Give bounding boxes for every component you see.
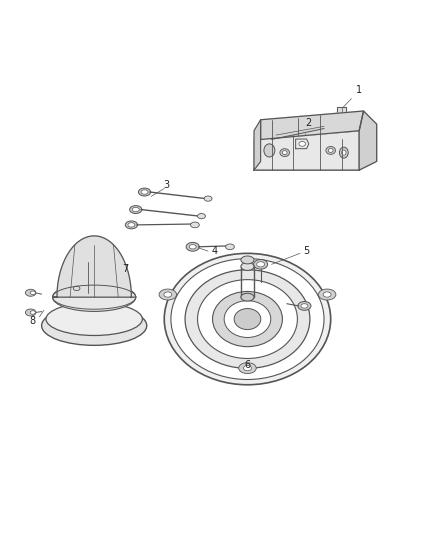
Ellipse shape — [226, 244, 234, 249]
Polygon shape — [254, 120, 261, 170]
Ellipse shape — [241, 256, 254, 264]
Ellipse shape — [42, 306, 147, 345]
Ellipse shape — [53, 283, 136, 311]
Ellipse shape — [298, 302, 311, 310]
Ellipse shape — [125, 221, 138, 229]
Ellipse shape — [198, 214, 205, 219]
Ellipse shape — [241, 293, 254, 301]
Ellipse shape — [141, 190, 148, 194]
Ellipse shape — [342, 150, 346, 155]
Ellipse shape — [25, 289, 36, 296]
Ellipse shape — [186, 243, 199, 251]
Ellipse shape — [318, 289, 336, 300]
Ellipse shape — [323, 292, 331, 297]
Ellipse shape — [130, 206, 142, 214]
Ellipse shape — [189, 245, 196, 249]
Ellipse shape — [326, 147, 336, 155]
Ellipse shape — [234, 309, 261, 329]
Text: 7: 7 — [122, 264, 128, 273]
Ellipse shape — [164, 292, 172, 297]
Ellipse shape — [339, 147, 348, 158]
Ellipse shape — [244, 366, 251, 371]
Ellipse shape — [46, 303, 142, 335]
Ellipse shape — [264, 144, 275, 157]
Ellipse shape — [212, 292, 283, 346]
Text: 4: 4 — [212, 246, 218, 256]
Ellipse shape — [241, 263, 254, 270]
Ellipse shape — [257, 262, 265, 267]
Text: 6: 6 — [244, 360, 251, 370]
Ellipse shape — [185, 270, 310, 368]
Ellipse shape — [164, 253, 331, 385]
Polygon shape — [261, 111, 364, 140]
Ellipse shape — [299, 141, 305, 146]
Text: 2: 2 — [305, 118, 312, 135]
Text: 5: 5 — [304, 246, 310, 256]
Ellipse shape — [224, 301, 271, 337]
Ellipse shape — [204, 196, 212, 201]
Ellipse shape — [30, 291, 35, 295]
Ellipse shape — [239, 362, 256, 374]
Text: 3: 3 — [163, 181, 170, 190]
Ellipse shape — [301, 304, 308, 308]
Ellipse shape — [280, 149, 290, 157]
Ellipse shape — [25, 309, 36, 316]
Polygon shape — [296, 139, 309, 149]
Ellipse shape — [328, 149, 333, 152]
Ellipse shape — [254, 260, 268, 269]
Ellipse shape — [282, 151, 287, 155]
Text: 8: 8 — [30, 316, 36, 326]
Ellipse shape — [171, 259, 324, 379]
Polygon shape — [254, 131, 359, 170]
Ellipse shape — [132, 207, 139, 212]
Ellipse shape — [198, 280, 297, 359]
Text: 1: 1 — [343, 85, 362, 107]
Ellipse shape — [138, 188, 151, 196]
Polygon shape — [53, 236, 136, 297]
Ellipse shape — [128, 223, 135, 227]
Ellipse shape — [30, 311, 35, 314]
Ellipse shape — [191, 222, 199, 228]
Polygon shape — [337, 107, 346, 115]
Ellipse shape — [159, 289, 177, 300]
Polygon shape — [359, 111, 377, 170]
